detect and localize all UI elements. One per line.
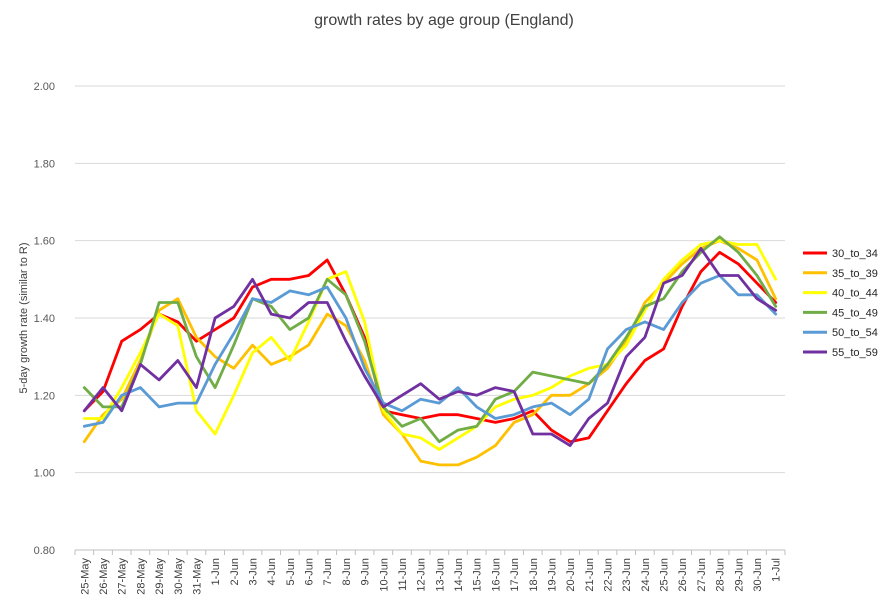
x-tick-label: 1-Jun bbox=[210, 558, 222, 586]
y-tick-label: 1.60 bbox=[34, 236, 55, 248]
legend-label: 30_to_34 bbox=[832, 248, 878, 260]
x-tick-label: 13-Jun bbox=[434, 558, 446, 592]
x-tick-label: 30-May bbox=[173, 558, 185, 595]
x-tick-label: 11-Jun bbox=[397, 558, 409, 591]
x-tick-label: 29-Jun bbox=[733, 558, 745, 592]
series-line-40_to_44 bbox=[82, 239, 778, 451]
x-tick-label: 2-Jun bbox=[229, 558, 241, 586]
series-lines bbox=[82, 235, 778, 467]
x-tick-label: 23-Jun bbox=[621, 558, 633, 592]
x-tick-label: 31-May bbox=[191, 558, 203, 595]
y-tick-label: 1.40 bbox=[34, 313, 55, 325]
x-tick-label: 14-Jun bbox=[453, 558, 465, 592]
y-axis-label: 5-day growth rate (similar to R) bbox=[18, 243, 30, 394]
x-axis-ticks: 25-May 26-May 27-May 28-May 29-May 30-May 31-M… bbox=[74, 549, 786, 595]
x-tick-label: 21-Jun bbox=[584, 558, 596, 592]
x-tick-label: 8-Jun bbox=[341, 558, 353, 586]
x-tick-label: 6-Jun bbox=[304, 558, 316, 586]
legend-label: 45_to_49 bbox=[832, 307, 878, 319]
x-tick-label: 20-Jun bbox=[565, 558, 577, 592]
x-tick-label: 7-Jun bbox=[322, 558, 334, 586]
x-tick-label: 25-Jun bbox=[659, 558, 671, 592]
series-line-55_to_59 bbox=[82, 246, 778, 448]
x-tick-label: 26-May bbox=[98, 558, 110, 595]
y-axis-ticks: 0.80 1.00 1.20 1.40 1.60 1.80 2.00 bbox=[34, 81, 55, 557]
chart-title: growth rates by age group (England) bbox=[314, 12, 574, 29]
x-tick-label: 28-Jun bbox=[715, 558, 727, 592]
x-tick-label: 30-Jun bbox=[752, 558, 764, 592]
x-tick-label: 9-Jun bbox=[360, 558, 372, 586]
series-line-45_to_49 bbox=[82, 235, 778, 444]
x-tick-label: 24-Jun bbox=[640, 558, 652, 592]
legend-label: 35_to_39 bbox=[832, 268, 878, 280]
x-tick-label: 12-Jun bbox=[416, 558, 428, 592]
x-tick-label: 4-Jun bbox=[266, 558, 278, 586]
x-tick-label: 18-Jun bbox=[528, 558, 540, 592]
x-tick-label: 17-Jun bbox=[509, 558, 521, 592]
legend-label: 50_to_54 bbox=[832, 327, 878, 339]
x-tick-label: 1-Jul bbox=[771, 558, 783, 582]
legend: 30_to_34 35_to_39 40_to_44 45_to_49 50_to_54… bbox=[803, 248, 878, 359]
legend-label: 40_to_44 bbox=[832, 288, 878, 300]
x-tick-label: 26-Jun bbox=[677, 558, 689, 592]
x-tick-label: 27-Jun bbox=[696, 558, 708, 592]
legend-label: 55_to_59 bbox=[832, 347, 878, 359]
y-tick-label: 1.00 bbox=[34, 468, 55, 480]
x-tick-label: 16-Jun bbox=[490, 558, 502, 592]
y-tick-label: 1.20 bbox=[34, 390, 55, 402]
y-tick-label: 2.00 bbox=[34, 81, 55, 93]
x-tick-label: 19-Jun bbox=[546, 558, 558, 592]
x-tick-label: 3-Jun bbox=[248, 558, 260, 586]
x-tick-label: 22-Jun bbox=[603, 558, 615, 592]
x-tick-label: 28-May bbox=[135, 558, 147, 595]
y-tick-label: 1.80 bbox=[34, 158, 55, 170]
x-tick-label: 10-Jun bbox=[378, 558, 390, 592]
x-tick-label: 25-May bbox=[79, 558, 91, 595]
x-tick-label: 29-May bbox=[154, 558, 166, 595]
y-tick-label: 0.80 bbox=[34, 545, 55, 557]
x-tick-label: 27-May bbox=[117, 558, 129, 595]
series-line-50_to_54 bbox=[82, 274, 778, 428]
x-tick-label: 15-Jun bbox=[472, 558, 484, 592]
x-tick-label: 5-Jun bbox=[285, 558, 297, 586]
